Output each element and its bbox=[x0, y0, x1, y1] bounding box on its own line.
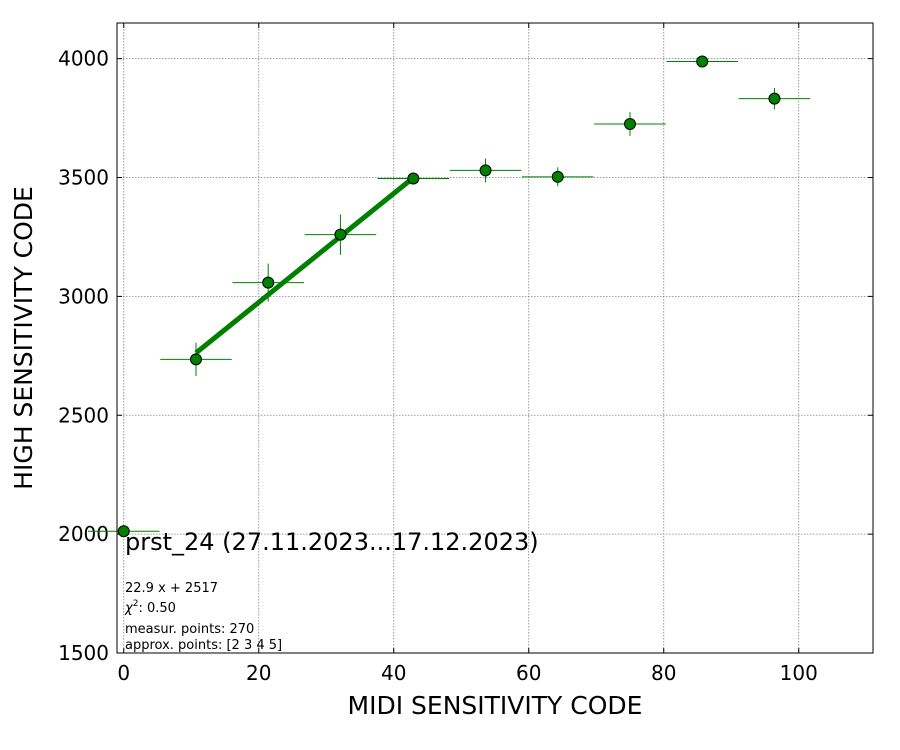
data-points bbox=[117, 55, 781, 538]
y-axis-title: HIGH SENSITIVITY CODE bbox=[9, 186, 38, 490]
chi-squared: χ2: 0.50 bbox=[124, 599, 176, 616]
y-tick-label: 1500 bbox=[58, 641, 109, 665]
x-tick-label: 40 bbox=[381, 661, 406, 685]
y-tick-label: 3000 bbox=[58, 284, 109, 308]
fit-equation: 22.9 x + 2517 bbox=[125, 581, 218, 596]
data-point bbox=[479, 164, 492, 177]
y-tick-label: 4000 bbox=[58, 47, 109, 71]
data-point bbox=[117, 525, 130, 538]
data-point bbox=[551, 170, 564, 183]
measur-points: measur. points: 270 bbox=[125, 622, 254, 637]
y-tick-label: 2000 bbox=[58, 522, 109, 546]
fit-line-layer bbox=[194, 175, 415, 355]
y-tick-label: 3500 bbox=[58, 166, 109, 190]
x-tick-label: 100 bbox=[780, 661, 818, 685]
data-point bbox=[334, 228, 347, 241]
x-tick-label: 20 bbox=[246, 661, 271, 685]
data-point bbox=[262, 276, 275, 289]
plot-frame bbox=[116, 22, 874, 654]
x-axis-title: MIDI SENSITIVITY CODE bbox=[348, 691, 643, 720]
data-point bbox=[407, 172, 420, 185]
x-ticks: 0 20 40 60 80 100 bbox=[117, 23, 818, 685]
y-tick-label: 2500 bbox=[58, 403, 109, 427]
grid bbox=[117, 23, 873, 654]
data-point bbox=[189, 353, 202, 366]
chart-annotation-title: prst_24 (27.11.2023...17.12.2023) bbox=[125, 528, 539, 556]
approx-points: approx. points: [2 3 4 5] bbox=[125, 638, 282, 653]
data-point bbox=[696, 55, 709, 68]
x-tick-label: 80 bbox=[651, 661, 676, 685]
x-tick-label: 60 bbox=[516, 661, 541, 685]
data-point bbox=[768, 92, 781, 105]
data-point bbox=[624, 118, 636, 131]
x-tick-label: 0 bbox=[117, 661, 130, 685]
fit-line bbox=[194, 175, 415, 355]
y-ticks: 1500 2000 2500 3000 3500 4000 bbox=[58, 47, 873, 665]
